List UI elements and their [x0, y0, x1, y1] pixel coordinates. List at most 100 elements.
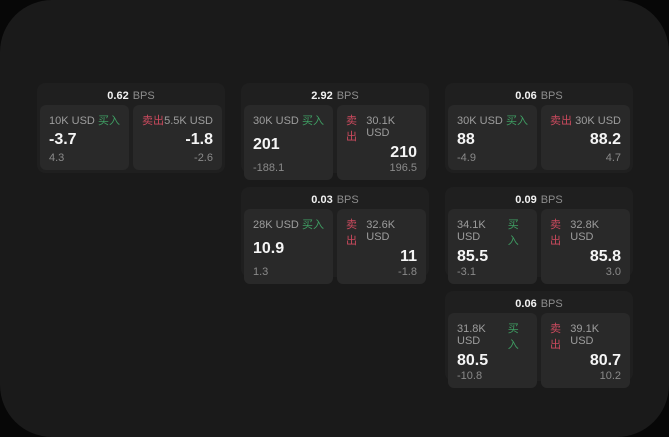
buy-price: -3.7 [49, 131, 77, 148]
buy-price: 88 [457, 131, 475, 148]
buy-panel[interactable]: 30K USD 买入 201 -188.1 [244, 105, 333, 180]
buy-panel[interactable]: 34.1K USD 买入 85.5 -3.1 [448, 209, 537, 284]
buy-notional: 28K USD [253, 219, 299, 231]
sell-panel[interactable]: 卖出 30K USD 88.2 4.7 [541, 105, 630, 170]
quote-card: 0.06 BPS 31.8K USD 买入 80.5 -10.8 卖出 39.1… [445, 291, 633, 388]
sell-notional: 39.1K USD [570, 323, 600, 347]
quote-panels: 28K USD 买入 10.9 1.3 卖出 32.6K USD 11 -1.8 [244, 209, 426, 284]
quote-card: 2.92 BPS 30K USD 买入 201 -188.1 卖出 30.1K … [241, 83, 429, 180]
buy-change: -3.1 [457, 266, 476, 278]
sell-notional: 30.1K USD [366, 115, 396, 139]
bps-header: 0.03 BPS [244, 190, 426, 209]
sell-side-label: 卖出 [550, 115, 572, 127]
buy-panel[interactable]: 10K USD 买入 -3.7 4.3 [40, 105, 129, 170]
quote-panels: 34.1K USD 买入 85.5 -3.1 卖出 32.8K USD 85.8… [448, 209, 630, 284]
sell-side-label: 卖出 [346, 219, 357, 247]
buy-panel[interactable]: 30K USD 买入 88 -4.9 [448, 105, 537, 170]
sell-price: 80.7 [589, 352, 621, 369]
sell-panel[interactable]: 卖出 30.1K USD 210 196.5 [337, 105, 426, 180]
buy-side-label: 买入 [302, 115, 324, 127]
quote-panels: 30K USD 买入 88 -4.9 卖出 30K USD 88.2 4.7 [448, 105, 630, 170]
sell-notional: 32.6K USD [366, 219, 396, 243]
sell-panel[interactable]: 卖出 32.8K USD 85.8 3.0 [541, 209, 630, 284]
buy-panel-top: 10K USD 买入 [49, 112, 120, 128]
bps-unit: BPS [336, 89, 359, 102]
bps-value: 2.92 [311, 89, 333, 102]
bps-header: 0.06 BPS [448, 86, 630, 105]
buy-notional: 34.1K USD [457, 219, 486, 243]
buy-change: -188.1 [253, 162, 285, 174]
buy-panel-top: 31.8K USD 买入 [457, 320, 528, 352]
bps-unit: BPS [336, 193, 359, 206]
sell-side-label: 卖出 [550, 219, 561, 247]
sell-notional: 32.8K USD [570, 219, 600, 243]
bps-value: 0.06 [515, 297, 537, 310]
buy-panel-top: 30K USD 买入 [457, 112, 528, 128]
bps-unit: BPS [540, 89, 563, 102]
sell-panel-top: 卖出 30.1K USD [346, 112, 417, 144]
buy-notional: 31.8K USD [457, 323, 486, 347]
buy-panel-top: 30K USD 买入 [253, 112, 324, 128]
buy-change: -4.9 [457, 152, 476, 164]
buy-price: 201 [253, 136, 280, 153]
sell-change: -2.6 [194, 152, 213, 164]
quote-panels: 10K USD 买入 -3.7 4.3 卖出 5.5K USD -1.8 -2.… [40, 105, 222, 170]
buy-change: 1.3 [253, 266, 269, 278]
sell-change: 4.7 [605, 152, 621, 164]
sell-price: 85.8 [589, 248, 621, 265]
quotes-grid: 0.62 BPS 10K USD 买入 -3.7 4.3 卖出 5.5K USD… [37, 83, 633, 388]
sell-panel-top: 卖出 5.5K USD [142, 112, 213, 128]
bps-header: 0.06 BPS [448, 294, 630, 313]
bps-unit: BPS [540, 193, 563, 206]
bps-unit: BPS [540, 297, 563, 310]
sell-price: 210 [390, 144, 417, 161]
sell-panel-top: 卖出 32.8K USD [550, 216, 621, 248]
buy-price: 10.9 [253, 240, 285, 257]
quote-card: 0.03 BPS 28K USD 买入 10.9 1.3 卖出 32.6K US… [241, 187, 429, 284]
bps-header: 2.92 BPS [244, 86, 426, 105]
sell-change: 196.5 [389, 162, 417, 174]
sell-price: 11 [400, 248, 417, 265]
buy-panel[interactable]: 28K USD 买入 10.9 1.3 [244, 209, 333, 284]
buy-side-label: 买入 [507, 219, 519, 247]
sell-panel[interactable]: 卖出 39.1K USD 80.7 10.2 [541, 313, 630, 388]
bps-value: 0.62 [107, 89, 129, 102]
bps-unit: BPS [132, 89, 155, 102]
bps-value: 0.09 [515, 193, 537, 206]
buy-side-label: 买入 [98, 115, 120, 127]
quote-panels: 31.8K USD 买入 80.5 -10.8 卖出 39.1K USD 80.… [448, 313, 630, 388]
buy-price: 80.5 [457, 352, 489, 369]
buy-notional: 10K USD [49, 115, 95, 127]
quote-panels: 30K USD 买入 201 -188.1 卖出 30.1K USD 210 1… [244, 105, 426, 180]
sell-change: 10.2 [599, 370, 621, 382]
buy-panel-top: 34.1K USD 买入 [457, 216, 528, 248]
sell-side-label: 卖出 [346, 115, 357, 143]
buy-panel[interactable]: 31.8K USD 买入 80.5 -10.8 [448, 313, 537, 388]
quote-card: 0.06 BPS 30K USD 买入 88 -4.9 卖出 30K USD 8… [445, 83, 633, 173]
sell-panel-top: 卖出 30K USD [550, 112, 621, 128]
sell-notional: 5.5K USD [164, 115, 213, 127]
sell-change: -1.8 [398, 266, 417, 278]
buy-change: -10.8 [457, 370, 483, 382]
buy-change: 4.3 [49, 152, 65, 164]
buy-notional: 30K USD [253, 115, 299, 127]
buy-side-label: 买入 [302, 219, 324, 231]
sell-side-label: 卖出 [142, 115, 164, 127]
bps-value: 0.03 [311, 193, 333, 206]
sell-panel[interactable]: 卖出 5.5K USD -1.8 -2.6 [133, 105, 222, 170]
sell-panel[interactable]: 卖出 32.6K USD 11 -1.8 [337, 209, 426, 284]
buy-price: 85.5 [457, 248, 489, 265]
buy-side-label: 买入 [506, 115, 528, 127]
sell-price: -1.8 [185, 131, 213, 148]
bps-header: 0.62 BPS [40, 86, 222, 105]
sell-notional: 30K USD [575, 115, 621, 127]
sell-change: 3.0 [605, 266, 621, 278]
buy-notional: 30K USD [457, 115, 503, 127]
sell-panel-top: 卖出 32.6K USD [346, 216, 417, 248]
sell-side-label: 卖出 [550, 323, 561, 351]
buy-side-label: 买入 [507, 323, 519, 351]
bps-header: 0.09 BPS [448, 190, 630, 209]
sell-panel-top: 卖出 39.1K USD [550, 320, 621, 352]
bps-value: 0.06 [515, 89, 537, 102]
